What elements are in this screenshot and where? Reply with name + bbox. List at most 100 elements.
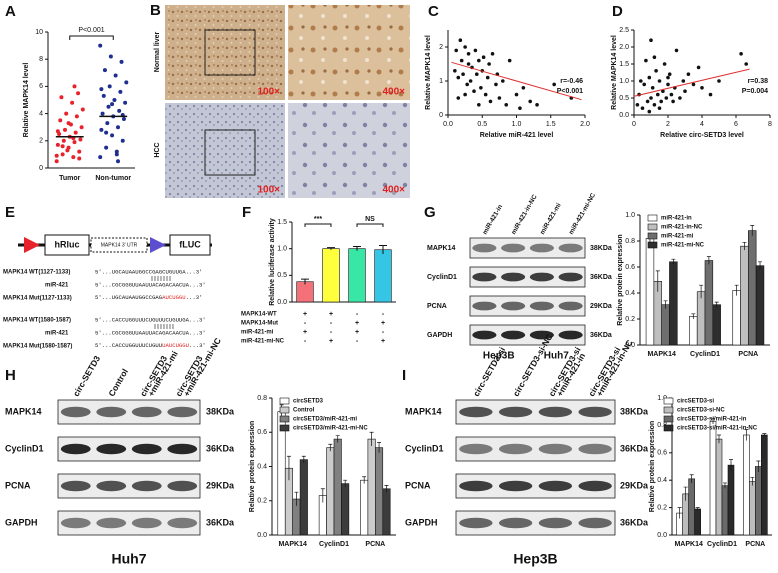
x-tick-label: 0.5 <box>477 121 487 128</box>
y-axis-label: Relative protein expression <box>249 421 256 512</box>
table-label: MAPK14-Mut <box>241 321 278 327</box>
blot-band <box>472 301 497 311</box>
point <box>659 99 663 104</box>
size-label: 38KDa <box>590 245 612 252</box>
y-tick-label: 0.0 <box>619 112 629 119</box>
point <box>58 118 63 123</box>
point <box>104 130 109 135</box>
promoter <box>150 237 166 253</box>
size-label: 38KDa <box>620 406 649 416</box>
point <box>78 137 83 142</box>
sequence: 5'...UGCAUAAUGGCCGAGCUGUUGA...3' <box>95 268 202 275</box>
size-label: 36KDa <box>590 274 612 281</box>
bar <box>727 464 735 536</box>
point <box>487 62 491 66</box>
cell-line-label: Huh7 <box>544 351 569 362</box>
bar <box>360 479 369 536</box>
x-tick-label: 2 <box>666 121 670 128</box>
point <box>60 144 65 149</box>
y-tick-label: 6 <box>39 83 43 90</box>
bar <box>704 260 714 346</box>
y-tick-label: 0.0 <box>277 299 287 306</box>
point <box>72 84 77 89</box>
blot-band <box>538 480 573 492</box>
row-label: GAPDH <box>427 332 452 339</box>
table-cell: + <box>303 329 307 336</box>
error-bar <box>706 256 711 265</box>
row-label: MAPK14 <box>5 406 42 416</box>
y-tick-label: 1.0 <box>277 246 287 253</box>
blot-band <box>578 480 612 492</box>
bar <box>709 420 717 536</box>
point <box>64 111 69 116</box>
cell-line-label: Hep3B <box>483 351 515 362</box>
point <box>642 82 646 87</box>
point <box>71 155 76 160</box>
legend-swatch <box>647 214 658 222</box>
y-tick-label: 2 <box>39 138 43 145</box>
size-label: 29KDa <box>206 480 235 490</box>
point <box>463 45 467 49</box>
table-cell: - <box>382 329 385 336</box>
error-bar <box>320 488 325 503</box>
gene-box <box>44 234 90 256</box>
point <box>674 48 679 53</box>
blot-band <box>131 517 162 529</box>
error-bar <box>742 241 747 251</box>
blot-band <box>501 330 526 340</box>
point <box>497 96 502 100</box>
point <box>121 117 126 122</box>
y-tick-label: 1.0 <box>619 78 629 85</box>
error-bar <box>723 482 727 489</box>
bar <box>743 434 750 536</box>
point <box>535 103 539 107</box>
panel-label: I <box>402 367 406 384</box>
point <box>667 72 672 76</box>
x-tick-label: 8 <box>768 121 772 128</box>
point <box>70 100 75 105</box>
gene-label: fLUC <box>179 239 201 249</box>
table-cell: - <box>304 338 307 345</box>
table-cell: - <box>330 320 333 327</box>
pairing <box>154 324 174 329</box>
point <box>739 52 743 56</box>
trend-line <box>633 68 750 97</box>
point <box>686 72 691 76</box>
point <box>102 68 107 73</box>
table-cell: - <box>304 320 307 327</box>
point <box>473 48 478 53</box>
sequence-part: 5'...UGCAUAAUGGCCGAG <box>95 294 163 301</box>
blot-band <box>167 443 198 455</box>
x-tick-label: PCNA <box>745 541 765 548</box>
y-tick-label: 0.6 <box>625 264 635 271</box>
bar <box>348 248 366 303</box>
point <box>649 96 653 100</box>
point <box>501 79 505 83</box>
point <box>61 138 66 143</box>
blot-band <box>558 243 583 253</box>
y-tick-label: 8 <box>39 56 43 63</box>
point <box>477 103 481 107</box>
error-bar <box>327 247 335 250</box>
point <box>552 82 556 87</box>
y-tick-label: 2.0 <box>619 44 629 51</box>
y-tick-label: 1.5 <box>277 219 287 226</box>
legend-label: circSETD3-si/miR-421-in <box>677 417 747 423</box>
error-bar <box>362 476 367 484</box>
point <box>645 99 650 104</box>
point <box>647 75 652 80</box>
legend-label: Control <box>293 408 315 414</box>
blot-band <box>558 301 583 311</box>
error-bar <box>663 300 668 309</box>
point <box>717 79 721 83</box>
bar <box>374 249 392 303</box>
size-label: 36KDa <box>206 517 235 527</box>
magnification: 100× <box>257 87 280 98</box>
y-axis-label: Relative MAPK14 level <box>611 35 618 110</box>
bar <box>761 434 768 536</box>
point <box>119 59 124 64</box>
blot-band <box>529 330 554 340</box>
annotation: NS <box>365 216 375 223</box>
